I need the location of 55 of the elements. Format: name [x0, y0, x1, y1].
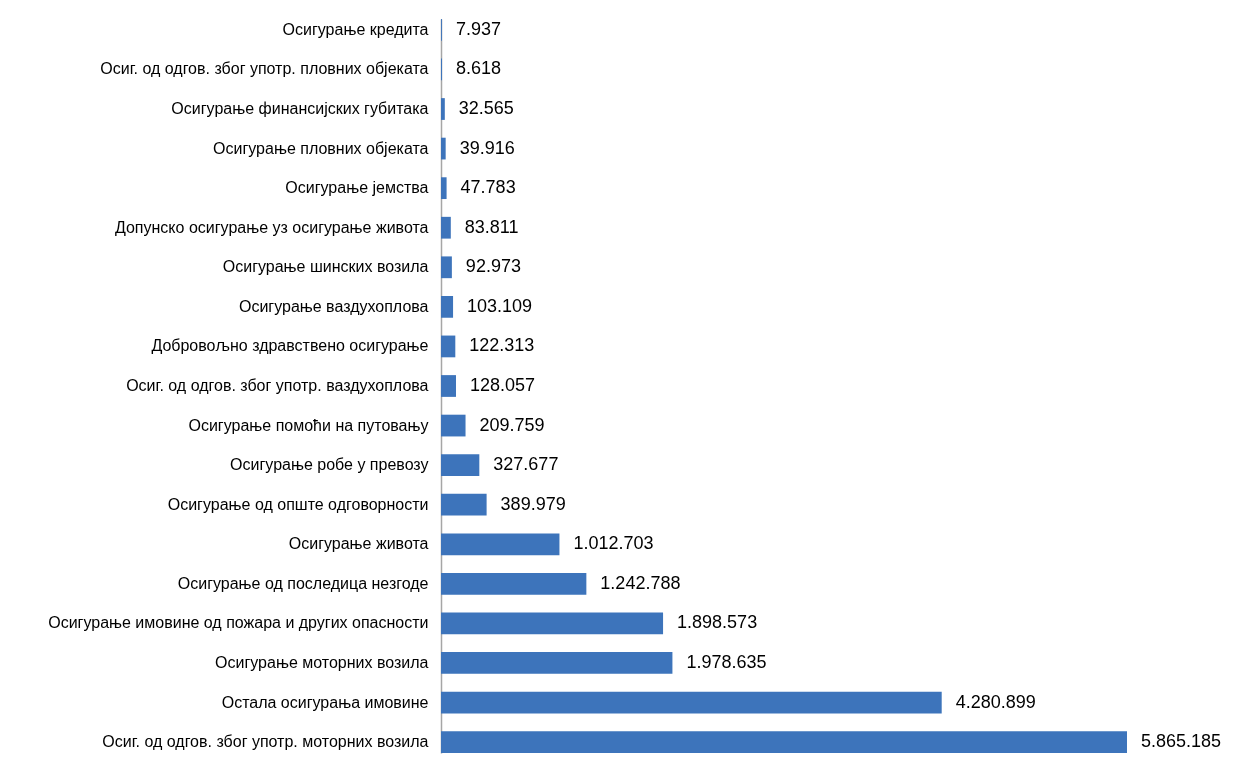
- data-label: 5.865.185: [1141, 731, 1222, 752]
- data-label: 39.916: [459, 137, 515, 158]
- data-label: 4.280.899: [955, 691, 1036, 712]
- y-tick-label: Остала осигурања имовине: [221, 693, 429, 711]
- y-tick-label: Осиг. од одгов. због употр. пловних објеката: [100, 60, 429, 78]
- y-tick-label: Осигурање робе у превозу: [230, 456, 429, 474]
- bar: [441, 533, 560, 556]
- data-label: 1.898.573: [677, 612, 758, 633]
- y-tick-label: Осигурање ваздухоплова: [238, 297, 429, 315]
- bar: [441, 493, 487, 516]
- data-label: 209.759: [479, 414, 545, 435]
- bar: [441, 335, 456, 358]
- bar: [441, 98, 445, 120]
- data-label: 7.937: [455, 18, 501, 39]
- data-label: 122.313: [469, 335, 535, 356]
- bar: [441, 256, 452, 279]
- bar: [441, 295, 454, 318]
- y-tick-label: Осигурање шинских возила: [222, 258, 429, 276]
- y-tick-label: Осиг. од одгов. због употр. моторних возила: [102, 733, 429, 751]
- bar: [441, 731, 1127, 753]
- y-tick-label: Осигурање имовине од пожара и других опасности: [48, 614, 429, 632]
- bar: [441, 216, 451, 239]
- data-label: 47.783: [460, 177, 516, 198]
- y-tick-label: Осигурање од последица незгоде: [177, 574, 429, 592]
- y-tick-label: Осигурање помоћи на путовању: [188, 416, 429, 434]
- bar: [441, 612, 664, 635]
- y-tick-label: Осигурање кредита: [282, 20, 429, 38]
- bar: [441, 454, 480, 477]
- data-label: 389.979: [500, 493, 566, 514]
- bar: [441, 375, 456, 397]
- data-label: 8.618: [456, 58, 502, 79]
- bar: [441, 572, 587, 595]
- y-tick-label: Осиг. од одгов. због употр. ваздухоплова: [126, 377, 429, 394]
- bar: [441, 137, 446, 160]
- bar: [441, 691, 942, 714]
- data-label: 1.978.635: [686, 651, 767, 672]
- y-tick-label: Осигурање јемства: [285, 179, 429, 197]
- y-tick-label: Осигурање моторних возила: [215, 653, 429, 671]
- data-label: 1.242.788: [600, 572, 681, 593]
- y-tick-label: Допунско осигурање уз осигурање живота: [114, 218, 429, 236]
- y-tick-label: Осигурање пловних објеката: [213, 139, 429, 157]
- bar: [441, 414, 466, 437]
- y-tick-label: Осигурање од опште одговорности: [167, 495, 429, 513]
- data-label: 1.012.703: [573, 533, 654, 554]
- bar: [441, 652, 673, 674]
- data-label: 92.973: [465, 256, 521, 277]
- data-label: 32.565: [458, 98, 514, 119]
- data-label: 103.109: [467, 295, 533, 316]
- data-label: 83.811: [464, 216, 519, 237]
- y-tick-label: Осигурање живота: [288, 535, 429, 553]
- data-label: 128.057: [469, 375, 536, 395]
- data-label: 327.677: [493, 454, 559, 475]
- y-tick-label: Добровољно здравствено осигурање: [151, 337, 429, 355]
- bar: [441, 177, 447, 200]
- y-tick-label: Осигурање финансијских губитака: [171, 100, 429, 118]
